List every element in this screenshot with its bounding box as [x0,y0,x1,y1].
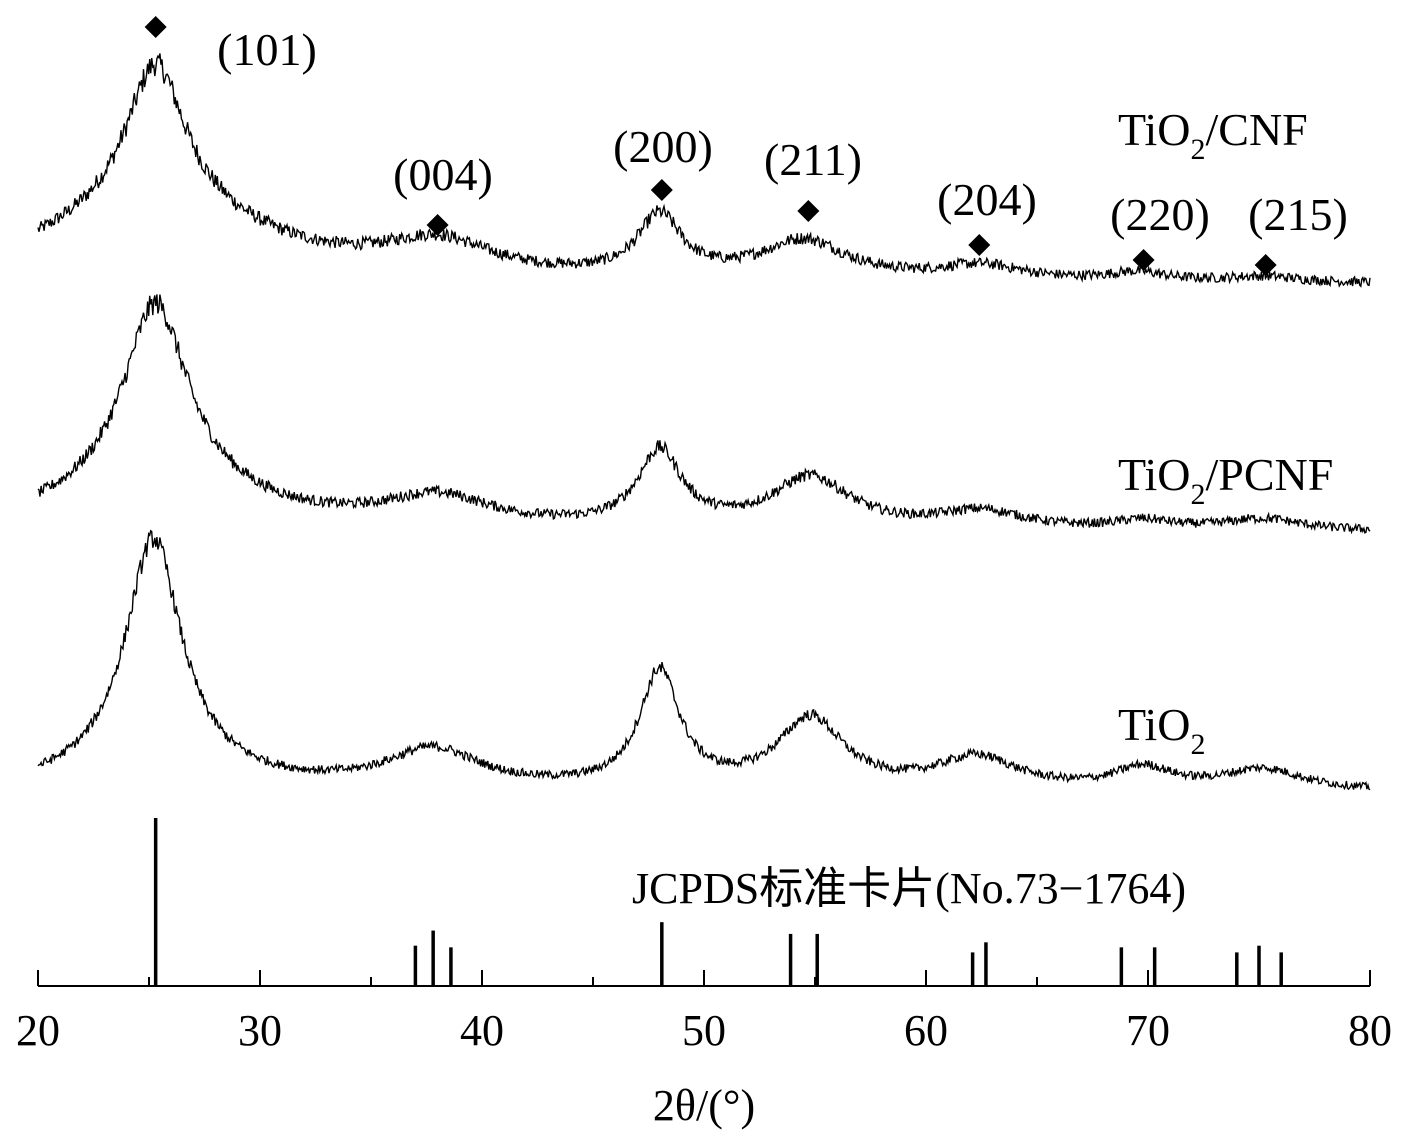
peak-label-hkl: (220) [1110,189,1210,240]
reference-label: JCPDS标准卡片(No.73−1764) [632,864,1186,913]
series-line-tio2 [37,529,1371,791]
peak-marker-diamond [968,234,991,256]
peak-marker-diamond [1254,254,1277,276]
series-label-tio2: TiO2 [1118,699,1205,761]
peak-label-hkl: (215) [1248,189,1348,240]
peak-label-layer: TiO2/CNF TiO2/PCNF TiO2 (101) (004) (200) (211… [217,24,1348,761]
series-line-tio2-cnf [37,53,1371,288]
peak-label-hkl: (004) [393,149,493,200]
x-tick-label: 80 [1348,1006,1392,1055]
series-layer [37,53,1371,791]
x-tick-label: 60 [904,1006,948,1055]
peak-marker-diamond [144,16,167,38]
series-line-tio2-pcnf [37,294,1371,535]
peak-marker-diamond [650,179,673,201]
x-tick-label: 20 [16,1006,60,1055]
peak-label-hkl: (101) [217,24,317,75]
peak-label-hkl: (211) [764,134,862,185]
x-axis-title: 2θ/(°) [653,1081,755,1130]
x-tick-label: 30 [238,1006,282,1055]
peak-marker-diamond [797,200,820,222]
peak-marker-layer [144,16,1277,276]
x-tick-label: 50 [682,1006,726,1055]
peak-label-hkl: (204) [937,174,1037,225]
peak-marker-diamond [1132,249,1155,271]
peak-marker-diamond [426,214,449,236]
peak-label-hkl: (200) [613,121,713,172]
x-axis-ticks: 20 30 40 50 60 70 80 [16,970,1392,1055]
series-label-tio2-pcnf: TiO2/PCNF [1118,449,1333,511]
reference-sticks [153,818,1283,986]
x-tick-label: 40 [460,1006,504,1055]
series-label-tio2-cnf: TiO2/CNF [1118,104,1308,166]
x-tick-label: 70 [1126,1006,1170,1055]
